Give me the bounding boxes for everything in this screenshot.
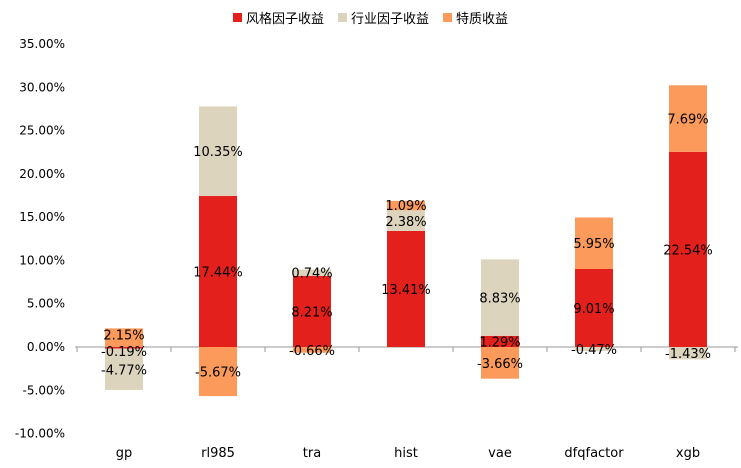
bar-segment: [387, 210, 425, 231]
y-tick-label: 10.00%: [19, 253, 65, 267]
bar-segment: [669, 347, 707, 360]
bar-segment: [293, 275, 331, 347]
y-tick-label: -10.00%: [15, 427, 65, 441]
bar-segment: [669, 151, 707, 347]
y-tick-label: 35.00%: [19, 37, 65, 51]
data-label: -0.66%: [289, 344, 335, 359]
bar-segment: [387, 230, 425, 347]
legend-item: 特质收益: [443, 8, 508, 27]
bar-segment: [481, 335, 519, 347]
legend-label: 特质收益: [456, 12, 509, 27]
y-tick-label: 30.00%: [19, 80, 65, 94]
legend-label: 风格因子收益: [245, 12, 324, 27]
data-label: 7.69%: [667, 113, 708, 128]
data-label: 10.35%: [193, 145, 243, 160]
x-tick-label: rl985: [201, 446, 235, 461]
legend-item: 风格因子收益: [232, 8, 324, 27]
y-tick-label: 15.00%: [19, 210, 65, 224]
legend-label: 行业因子收益: [350, 12, 429, 27]
data-label: -5.67%: [195, 366, 241, 381]
data-label: 2.38%: [385, 215, 426, 230]
bar-segment: [481, 347, 519, 379]
data-label: 5.95%: [573, 237, 614, 252]
legend-swatch: [232, 13, 242, 22]
bar-segment: [105, 328, 143, 347]
bar-segment: [199, 347, 237, 397]
bar-segment: [481, 259, 519, 336]
bar-segment: [293, 347, 331, 353]
x-tick-label: dfqfactor: [564, 446, 624, 461]
data-label: 1.29%: [479, 335, 520, 350]
bar-segment: [575, 347, 613, 352]
x-tick-label: tra: [303, 446, 321, 461]
bar-segment: [199, 106, 237, 197]
y-tick-label: -5.00%: [23, 383, 65, 397]
bar-segment: [387, 200, 425, 211]
data-label: 0.74%: [291, 267, 332, 282]
y-tick-label: 0.00%: [27, 340, 65, 354]
x-tick-label: vae: [488, 446, 512, 461]
bar-segment: [105, 347, 143, 349]
legend: 风格因子收益 行业因子收益 特质收益: [0, 8, 741, 27]
bar-segment: [575, 217, 613, 269]
data-label: 1.09%: [385, 199, 426, 214]
data-label: 22.54%: [663, 243, 713, 258]
bar-segment: [669, 85, 707, 152]
data-label: 8.21%: [291, 305, 332, 320]
legend-swatch: [337, 13, 347, 22]
data-label: 8.83%: [479, 292, 520, 307]
data-label: 13.41%: [381, 283, 431, 298]
data-label: 9.01%: [573, 302, 614, 317]
data-label: 2.15%: [103, 329, 144, 344]
y-tick-label: 20.00%: [19, 167, 65, 181]
data-label: 17.44%: [193, 266, 243, 281]
x-tick-label: gp: [116, 446, 133, 461]
legend-swatch: [443, 13, 452, 22]
y-tick-label: 5.00%: [27, 297, 65, 311]
x-tick-label: xgb: [676, 446, 700, 461]
bar-segment: [105, 348, 143, 390]
data-label: -3.66%: [477, 357, 523, 372]
bar-segment: [575, 268, 613, 347]
legend-item: 行业因子收益: [337, 8, 429, 27]
data-label: -1.43%: [665, 347, 711, 362]
bar-segment: [293, 269, 331, 276]
data-label: -0.47%: [571, 343, 617, 358]
bar-segment: [199, 196, 237, 347]
x-tick-label: hist: [394, 446, 418, 461]
data-label: -0.19%: [101, 345, 147, 360]
data-label: -4.77%: [101, 363, 147, 378]
y-tick-label: 25.00%: [19, 124, 65, 138]
